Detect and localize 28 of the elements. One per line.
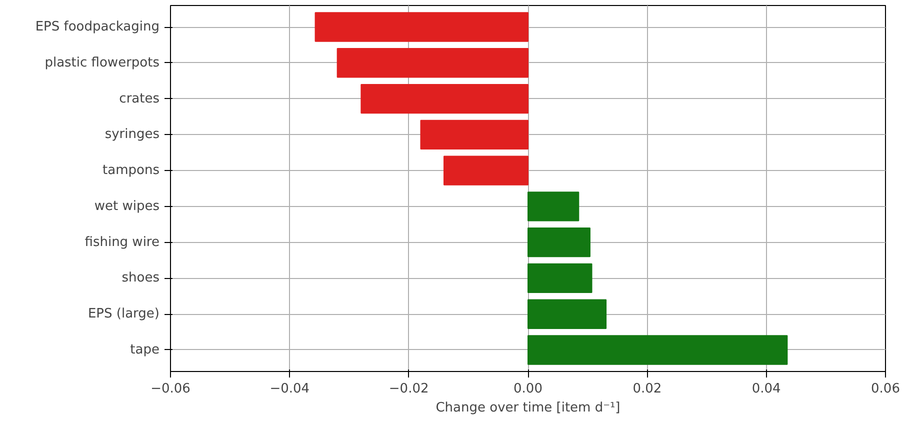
x-tick-label: 0.06 [871, 382, 900, 396]
x-tick-label: −0.02 [388, 382, 429, 396]
x-tick-label: 0.00 [514, 382, 542, 396]
x-tick-label: 0.04 [752, 382, 781, 396]
y-tick-label: crates [119, 91, 160, 106]
y-tick-label: wet wipes [94, 198, 160, 214]
x-axis-title: Change over time [item d⁻¹] [436, 400, 620, 416]
y-tick-label: tape [130, 342, 160, 358]
x-tick-label: −0.04 [270, 382, 310, 396]
bar [360, 84, 528, 114]
x-tick-label: −0.06 [150, 382, 190, 396]
y-tick-label: plastic flowerpots [44, 55, 160, 70]
y-tick-label: tampons [102, 163, 160, 178]
bar [314, 12, 528, 42]
y-tick-label: fishing wire [84, 234, 160, 250]
bar [336, 48, 528, 78]
bar [528, 335, 788, 365]
y-tick-label: shoes [122, 270, 160, 286]
bar [528, 192, 580, 222]
bar [443, 156, 528, 186]
bar [420, 120, 528, 150]
x-tick-label: 0.02 [632, 382, 662, 396]
y-tick-label: EPS foodpackaging [35, 20, 160, 35]
bar [528, 227, 590, 258]
y-tick-label: syringes [104, 127, 160, 142]
bar [528, 299, 607, 329]
y-tick-label: EPS (large) [88, 306, 160, 322]
bar [528, 263, 592, 294]
